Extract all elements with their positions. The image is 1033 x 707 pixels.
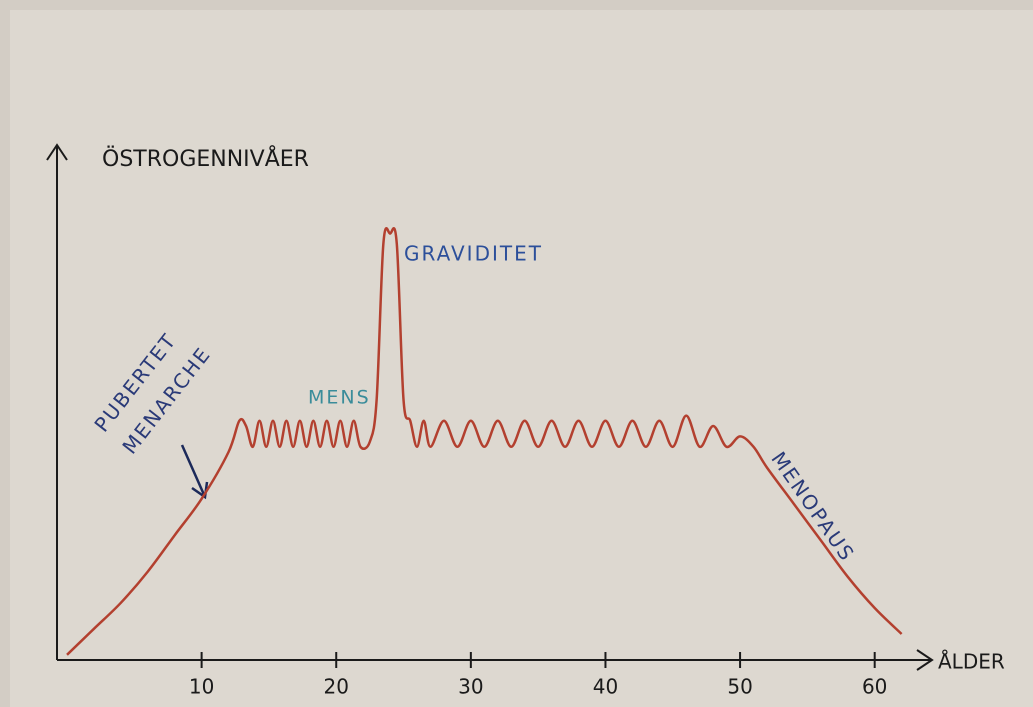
x-tick-label: 40 [593, 675, 618, 699]
x-tick-label: 20 [324, 675, 349, 699]
x-axis-label: ÅLDER [938, 650, 1005, 674]
chart: ÖSTROGENNIVÅER ÅLDER 102030405060PUBERTE… [0, 0, 1033, 707]
x-tick-label: 50 [727, 675, 752, 699]
x-tick-label: 60 [862, 675, 887, 699]
annotation: MENS [308, 387, 371, 409]
y-axis-label: ÖSTROGENNIVÅER [102, 145, 309, 172]
annotation: GRAVIDITET [404, 242, 543, 266]
x-tick-label: 10 [189, 675, 214, 699]
x-tick-label: 30 [458, 675, 483, 699]
